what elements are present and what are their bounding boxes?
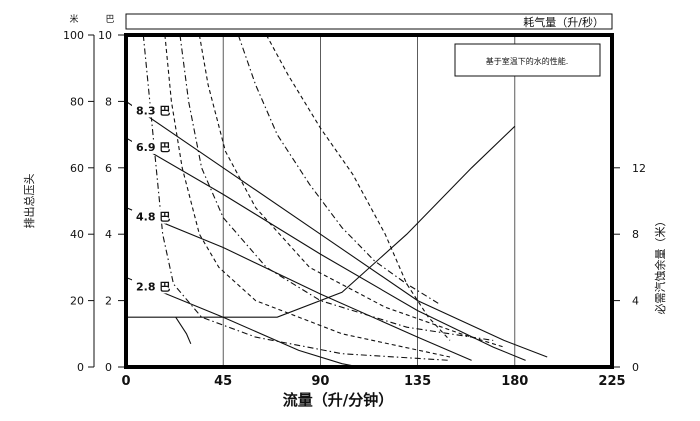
series-label: 8.3 巴 [136, 104, 170, 117]
air-consumption-curve-7 [265, 34, 451, 341]
note-text: 基于室温下的水的性能. [486, 56, 569, 66]
y-right-tick-label: 4 [632, 295, 639, 308]
series-label-bg [132, 209, 166, 224]
x-tick-label: 90 [311, 374, 329, 389]
air-consumption-curve-9 [179, 34, 494, 341]
y-left-outer-tick-label: 100 [63, 29, 84, 42]
head-curve-11 [175, 316, 192, 345]
series-label-bg [132, 279, 166, 294]
x-tick-label: 225 [598, 374, 625, 389]
head-curve-1 [125, 137, 526, 361]
series-label: 2.8 巴 [136, 280, 170, 293]
y-left-outer-tick-label: 20 [70, 295, 84, 308]
y-right-tick-label: 8 [632, 228, 639, 241]
series-label-layer: 8.3 巴 6.9 巴 4.8 巴 2.8 巴 [132, 103, 170, 294]
series-label: 4.8 巴 [136, 211, 170, 224]
x-tick-label: 0 [121, 374, 130, 389]
plot-frame [124, 33, 614, 369]
series-label-bg [132, 139, 166, 154]
left-outer-unit: 米 [69, 13, 78, 25]
npshr-curve-4 [126, 125, 516, 318]
left-axis-title: 排出总压头 [22, 174, 36, 229]
y-left-inner-tick-label: 8 [105, 95, 112, 108]
right-axis-title: 必需汽蚀余量（米） [653, 216, 667, 315]
y-left-inner-tick-label: 10 [98, 29, 112, 42]
x-tick-label: 45 [214, 374, 232, 389]
top-band [125, 13, 613, 30]
y-left-inner-tick-label: 4 [105, 228, 112, 241]
y-left-outer-tick-label: 80 [70, 95, 84, 108]
y-left-inner-tick-label: 2 [105, 295, 112, 308]
series-label: 6.9 巴 [136, 141, 170, 154]
y-left-outer-tick-label: 0 [77, 361, 84, 374]
y-left-outer-tick-label: 40 [70, 228, 84, 241]
y-right-tick-label: 12 [632, 162, 646, 175]
head-curve-2 [125, 207, 472, 361]
air-consumption-curve-10 [237, 34, 440, 305]
series-label-bg [132, 103, 166, 118]
y-left-outer-tick-label: 60 [70, 162, 84, 175]
air-consumption-curve-8 [142, 34, 451, 361]
series-layer [125, 34, 548, 368]
note-box [454, 43, 601, 77]
air-consumption-curve-5 [164, 34, 451, 358]
y-left-inner-tick-label: 6 [105, 162, 112, 175]
y-left-inner-tick-label: 0 [105, 361, 112, 374]
head-curve-3 [125, 276, 360, 368]
head-curve-0 [125, 100, 548, 358]
y-right-tick-label: 0 [632, 361, 639, 374]
air-consumption-curve-6 [198, 34, 505, 348]
x-tick-label: 180 [501, 374, 528, 389]
grid-layer [222, 35, 516, 367]
x-tick-label: 135 [404, 374, 431, 389]
x-axis-title: 流量（升/分钟） [283, 391, 393, 409]
left-inner-unit: 巴 [105, 14, 114, 25]
top-band-label: 耗气量（升/秒） [523, 15, 604, 29]
